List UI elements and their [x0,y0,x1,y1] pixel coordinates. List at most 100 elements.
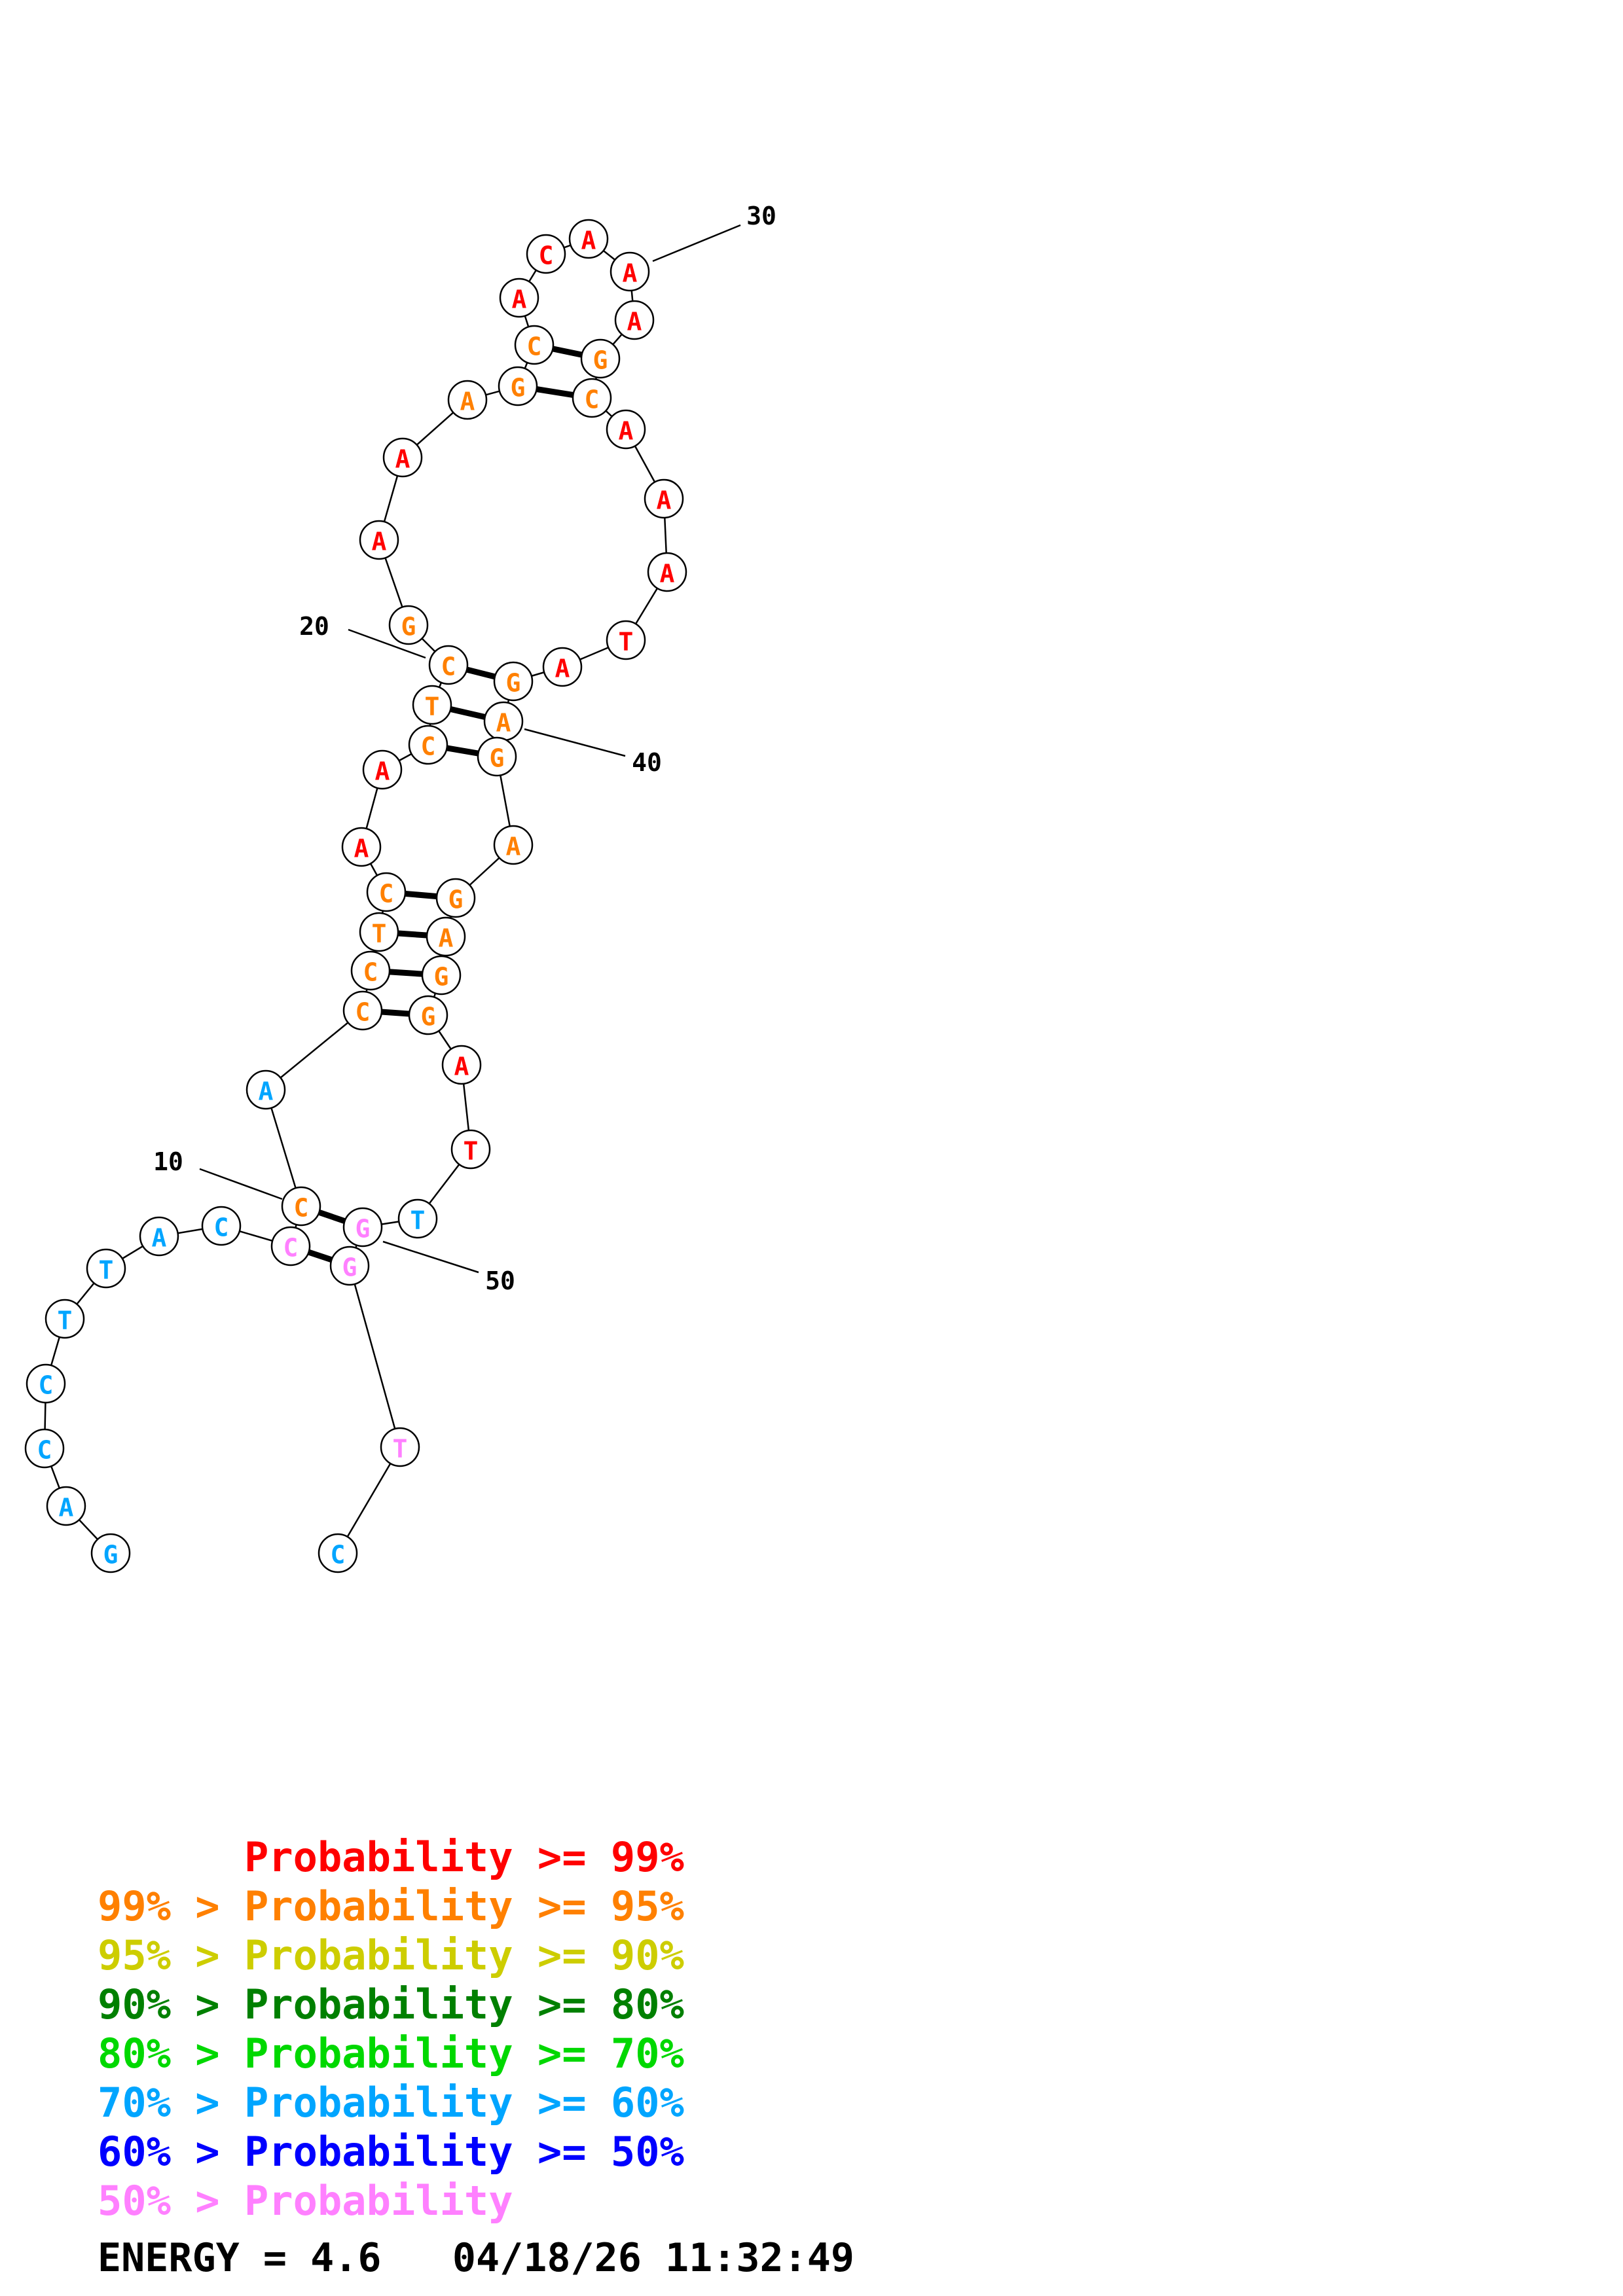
nucleotide-letter: A [506,832,521,861]
nucleotide-circle [450,1129,491,1170]
nucleotide-letter: C [421,732,436,761]
nucleotide-letter: G [506,668,521,697]
nucleotide-letter: A [555,654,570,683]
nucleotide-circle [499,278,539,318]
nucleotide-letter: A [581,226,596,255]
nucleotide-circle [341,827,382,867]
nucleotide-letter: A [375,757,390,785]
legend-entry: 90% > Probability >= 80% [98,1981,684,2028]
nucleotide-circle [408,995,448,1035]
nucleotide-letter: C [294,1193,309,1222]
nucleotide-circle [435,878,476,918]
nucleotide-letter: A [439,924,454,952]
nucleotide-circle [606,620,646,660]
position-label: 20 [299,612,329,641]
nucleotide-letter: A [354,834,369,863]
nucleotide-letter: C [283,1233,299,1262]
nucleotide-circle [86,1248,126,1289]
nucleotide-circle [90,1533,131,1573]
nucleotide-circle [46,1486,86,1526]
nucleotide-circle [447,380,488,420]
nucleotide-circle [45,1299,85,1339]
nucleotide-letter: T [410,1206,426,1234]
label-leader-line [652,224,741,262]
nucleotide-letter: T [99,1255,114,1284]
nucleotide-letter: C [539,241,554,270]
nucleotide-circle [498,366,538,406]
nucleotide-circle [318,1533,358,1573]
nucleotide-circle [606,409,646,450]
nucleotide-letter: A [512,285,527,314]
nucleotide-circle [359,912,399,952]
nucleotide-circle [380,1427,420,1467]
nucleotide-letter: G [356,1214,371,1243]
position-label: 50 [485,1266,515,1295]
nucleotide-circle [388,605,429,645]
nucleotide-circle [614,300,655,340]
nucleotide-circle [366,872,407,912]
nucleotide-circle [342,1207,383,1247]
nucleotide-circle [412,685,452,725]
nucleotide-letter: A [395,444,410,473]
nucleotide-circle [426,916,466,957]
nucleotide-letter: C [356,997,371,1026]
backbone-segment [265,1010,363,1090]
nucleotide-letter: C [331,1540,346,1569]
nucleotide-letter: A [460,387,475,416]
nucleotide-letter: G [103,1540,119,1569]
nucleotide-letter: A [619,416,634,445]
nucleotide-letter: T [393,1434,408,1463]
nucleotide-letter: G [401,612,416,641]
legend-entry: 95% > Probability >= 90% [98,1931,684,1979]
nucleotide-letter: G [421,1002,436,1031]
nucleotide-letter: G [511,373,526,402]
nucleotide-circle [201,1206,242,1246]
nucleotide-circle [610,251,650,292]
position-label: 10 [153,1147,183,1176]
nucleotide-circle [477,736,517,777]
nucleotide-circle [428,645,469,685]
nucleotide-circle [26,1363,66,1404]
nucleotide-circle [493,661,534,702]
nucleotide-letter: A [627,307,642,336]
nucleotide-circle [270,1226,311,1266]
nucleotide-circle [647,552,687,592]
nucleotide-circle [139,1216,179,1257]
position-label: 30 [746,202,776,230]
nucleotide-letter: A [660,559,675,588]
legend-entry: 70% > Probability >= 60% [98,2079,684,2126]
nucleotide-circle [408,725,448,765]
nucleotide-letter: T [619,627,634,656]
legend-entry: 99% > Probability >= 95% [98,1882,684,1930]
legend-entry: 50% > Probability [98,2177,513,2225]
nucleotide-circle [350,950,391,991]
nucleotide-circle [362,749,403,790]
backbone-segment [337,1446,401,1554]
legend-entry: Probability >= 99% [98,1833,684,1881]
nucleotide-letter: A [259,1077,274,1105]
nucleotide-letter: C [441,652,456,681]
nucleotide-letter: G [490,744,505,772]
nucleotide-circle [441,1045,482,1085]
backbone-segment [264,1089,302,1207]
nucleotide-circle [572,378,612,418]
nucleotide-letter: A [496,708,511,737]
nucleotide-letter: T [425,692,440,721]
nucleotide-letter: G [593,346,608,374]
nucleotide-letter: G [342,1253,357,1282]
nucleotide-circle [568,219,609,259]
nucleotide-letter: C [379,879,394,908]
nucleotide-letter: G [448,885,464,914]
nucleotide-circle [359,520,399,560]
label-leader-line [524,728,626,757]
nucleotide-circle [342,990,383,1031]
label-leader-line [382,1240,479,1274]
energy-line: ENERGY = 4.6 04/18/26 11:32:49 [98,2235,854,2281]
label-leader-line [199,1168,283,1200]
nucleotide-circle [644,478,684,519]
nucleotide-circle [493,825,534,865]
nucleotide-circle [580,338,621,379]
nucleotide-letter: C [37,1435,52,1464]
